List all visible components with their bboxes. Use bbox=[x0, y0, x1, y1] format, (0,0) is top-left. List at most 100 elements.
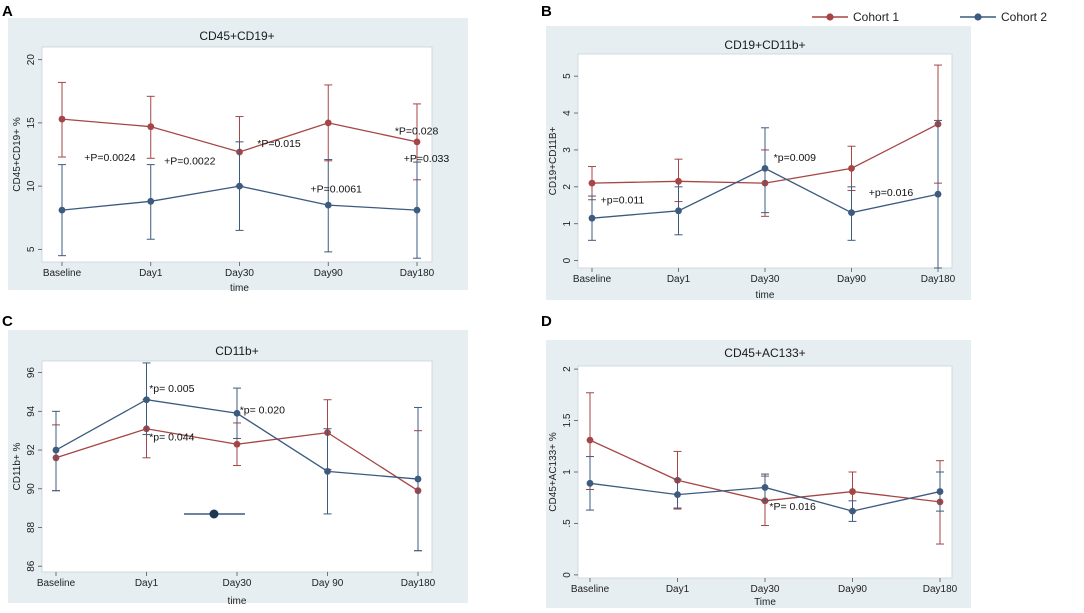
data-point bbox=[586, 436, 594, 444]
y-axis-label: CD45+AC133+ % bbox=[548, 432, 559, 512]
y-axis-label: CD45+CD19+ % bbox=[12, 117, 23, 192]
legend: Cohort 1 Cohort 2 bbox=[812, 10, 1047, 24]
panel-letter: A bbox=[2, 3, 13, 20]
data-point bbox=[588, 179, 596, 187]
plot-area bbox=[41, 360, 433, 573]
x-tick-label: Day90 bbox=[838, 584, 867, 595]
data-point bbox=[849, 507, 856, 515]
data-point bbox=[761, 164, 769, 172]
data-point bbox=[413, 138, 421, 146]
x-tick-label: Day180 bbox=[400, 268, 435, 279]
panel-letter: C bbox=[2, 313, 13, 330]
panel-b: B CD19+CD11b+ 0 1 2 3 4 5 CD19+CD11B+ Baseline Day… bbox=[541, 3, 971, 301]
y-tick-label: 86 bbox=[26, 560, 37, 572]
chart-title: CD19+CD11b+ bbox=[724, 38, 805, 52]
y-tick-label: .5 bbox=[562, 519, 573, 528]
y-tick-label: 5 bbox=[562, 73, 573, 79]
y-tick-label: 94 bbox=[26, 405, 37, 417]
x-tick-label: Day180 bbox=[921, 274, 956, 285]
series-cohort-2 bbox=[588, 119, 942, 269]
y-tick-label: 2 bbox=[562, 184, 573, 190]
x-tick-label: Day180 bbox=[923, 584, 958, 595]
legend-label: Cohort 2 bbox=[1001, 10, 1047, 24]
p-value-annotation: *p=0.009 bbox=[774, 152, 816, 164]
x-tick-label: Day 90 bbox=[312, 578, 344, 589]
x-tick-label: Baseline bbox=[573, 274, 612, 285]
y-axis-label: CD19+CD11B+ bbox=[548, 126, 559, 195]
legend-marker bbox=[974, 13, 982, 21]
x-tick-label: Day90 bbox=[837, 274, 866, 285]
y-axis-label: CD11b+ % bbox=[12, 442, 23, 490]
legend-item: Cohort 2 bbox=[960, 10, 1047, 24]
y-tick-label: 10 bbox=[26, 180, 37, 192]
x-axis-label: time bbox=[756, 290, 775, 301]
stray-marker-dot bbox=[209, 509, 219, 519]
p-value-annotation: *P=0.028 bbox=[395, 125, 439, 137]
x-tick-label: Baseline bbox=[43, 268, 82, 279]
plot-area bbox=[41, 46, 433, 263]
data-point bbox=[236, 182, 243, 190]
p-value-annotation: *P=0.015 bbox=[257, 138, 301, 150]
x-tick-label: Baseline bbox=[37, 578, 76, 589]
data-point bbox=[147, 123, 155, 131]
x-tick-label: Day30 bbox=[223, 578, 252, 589]
panel-letter: B bbox=[541, 3, 552, 20]
x-tick-label: Day30 bbox=[751, 584, 780, 595]
y-tick-label: 0 bbox=[562, 572, 573, 578]
x-tick-label: Day30 bbox=[751, 274, 780, 285]
data-point bbox=[675, 177, 682, 185]
panel-a: A CD45+CD19+ 5 10 15 20 CD45+CD19+ % Baseline Da… bbox=[2, 3, 468, 294]
p-value-annotation: *p= 0.005 bbox=[149, 383, 194, 395]
data-point bbox=[52, 446, 60, 454]
y-tick-label: 1.5 bbox=[562, 413, 573, 427]
data-point bbox=[849, 488, 856, 495]
x-tick-label: Day1 bbox=[667, 274, 691, 285]
x-axis-label: time bbox=[230, 283, 249, 294]
data-point bbox=[586, 479, 594, 487]
chart-title: CD11b+ bbox=[215, 344, 258, 358]
y-tick-label: 0 bbox=[562, 257, 573, 263]
data-point bbox=[848, 164, 855, 172]
panel-c: C CD11b+ 86 88 90 92 94 96 CD11b+ % Baseline Day1 D… bbox=[2, 313, 468, 607]
legend-marker bbox=[826, 13, 834, 21]
y-tick-label: 88 bbox=[26, 521, 37, 533]
x-tick-label: Baseline bbox=[571, 584, 610, 595]
y-tick-label: 4 bbox=[562, 110, 573, 116]
legend-label: Cohort 1 bbox=[853, 10, 899, 24]
p-value-annotation: +P=0.0061 bbox=[311, 183, 363, 195]
data-point bbox=[233, 409, 241, 417]
series-cohort-2 bbox=[52, 362, 422, 552]
y-tick-label: 1 bbox=[562, 221, 573, 227]
data-point bbox=[848, 209, 855, 217]
data-point bbox=[58, 115, 66, 123]
data-point bbox=[413, 206, 421, 214]
p-value-annotation: +p=0.011 bbox=[601, 194, 645, 206]
data-point bbox=[674, 491, 681, 499]
series-cohort-2 bbox=[58, 141, 421, 259]
x-axis-label: Time bbox=[754, 597, 776, 608]
p-value-annotation: *P= 0.016 bbox=[769, 501, 816, 513]
data-point bbox=[58, 206, 66, 214]
panel-d: D CD45+AC133+ 0 .5 1 1.5 2 CD45+AC133+ % Baselin… bbox=[541, 313, 971, 608]
x-tick-label: Day90 bbox=[314, 268, 343, 279]
y-tick-label: 96 bbox=[26, 367, 37, 379]
data-point bbox=[324, 119, 332, 127]
data-point bbox=[324, 201, 332, 209]
data-point bbox=[414, 475, 422, 483]
p-value-annotation: +p=0.016 bbox=[869, 187, 914, 199]
y-tick-label: 2 bbox=[562, 366, 573, 372]
x-tick-label: Day30 bbox=[225, 268, 254, 279]
legend-item: Cohort 1 bbox=[812, 10, 899, 24]
p-value-annotation: *p= 0.044 bbox=[149, 431, 194, 443]
panel-letter: D bbox=[541, 313, 552, 330]
data-point bbox=[936, 488, 944, 495]
y-tick-label: 5 bbox=[26, 246, 37, 252]
data-point bbox=[143, 396, 150, 404]
p-value-annotation: +P=0.0022 bbox=[164, 156, 216, 168]
data-point bbox=[761, 484, 769, 491]
p-value-annotation: *p= 0.020 bbox=[240, 404, 285, 416]
y-tick-label: 15 bbox=[26, 117, 37, 129]
p-value-annotation: +P=0.033 bbox=[404, 153, 450, 165]
y-tick-label: 20 bbox=[26, 54, 37, 66]
